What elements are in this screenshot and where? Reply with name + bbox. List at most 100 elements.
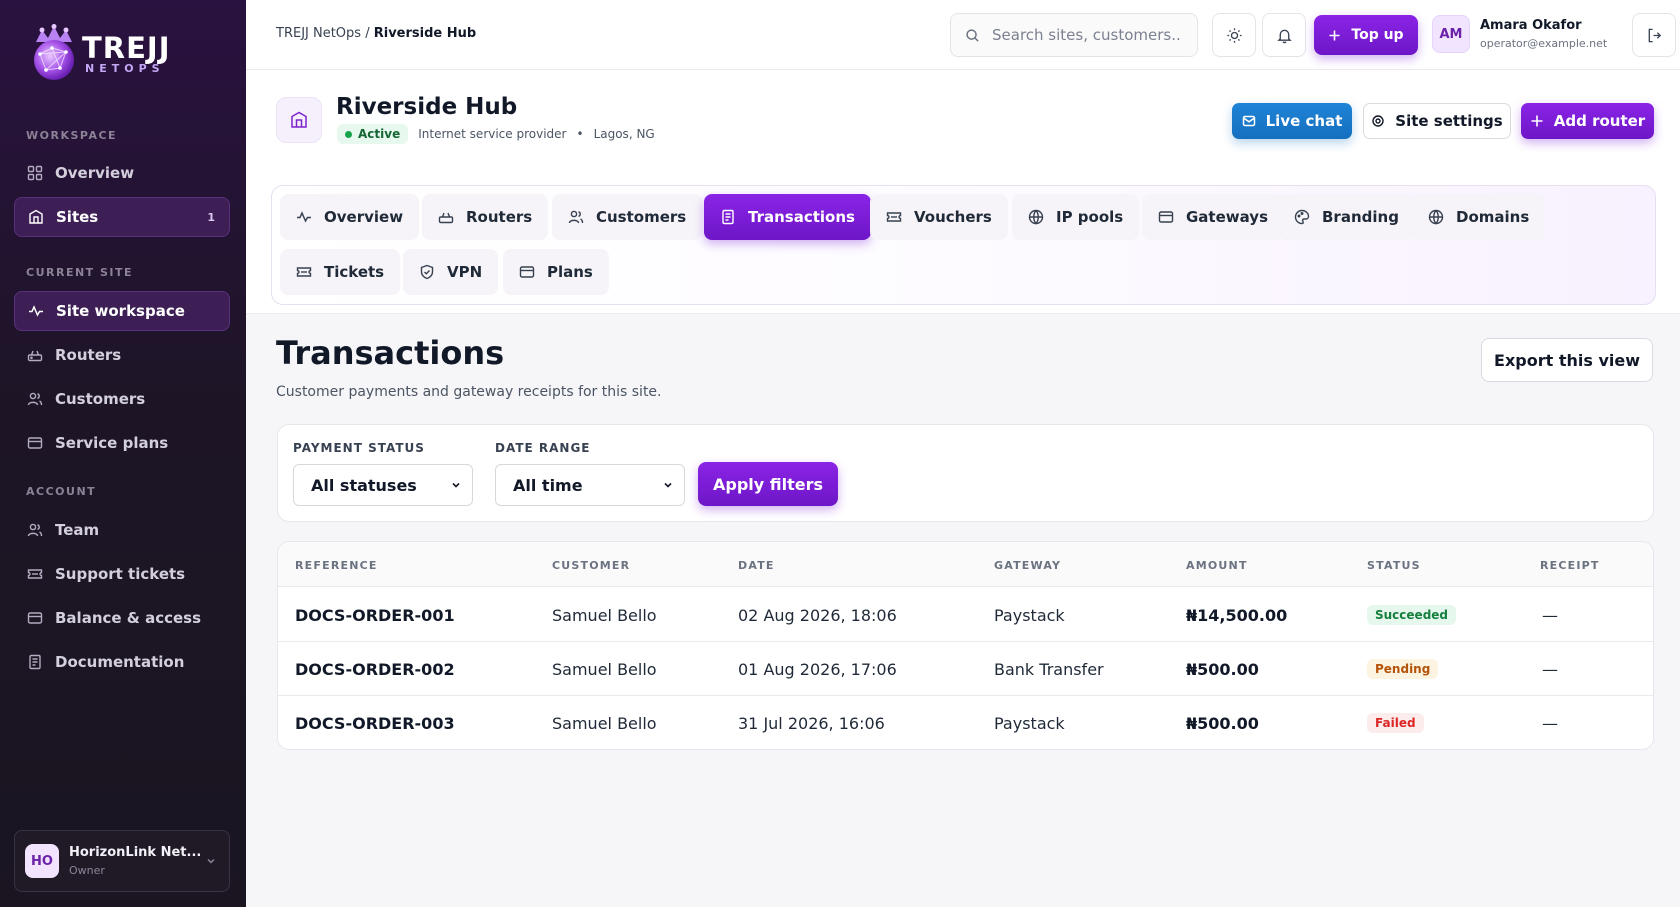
tab-overview[interactable]: Overview: [280, 194, 420, 240]
tab-label: Overview: [324, 208, 404, 226]
cell-gateway: Paystack: [994, 714, 1065, 733]
sidebar-item-customers[interactable]: Customers: [14, 379, 230, 419]
card-icon: [27, 612, 43, 624]
column-header-receipt: RECEIPT: [1540, 559, 1600, 572]
search-box[interactable]: [950, 13, 1198, 57]
breadcrumb-root[interactable]: TREJJ NetOps: [276, 26, 362, 41]
tab-label: Customers: [596, 208, 687, 226]
brand-logo[interactable]: TREJJ NETOPS: [30, 24, 171, 84]
sidebar-item-label: Service plans: [55, 434, 169, 452]
sidebar: TREJJ NETOPS WORKSPACE Overview Sites 1 …: [0, 0, 246, 907]
section-label-account: ACCOUNT: [26, 485, 97, 498]
sidebar-item-site-workspace[interactable]: Site workspace: [14, 291, 230, 331]
search-icon: [966, 28, 979, 42]
apply-filters-button[interactable]: Apply filters: [698, 462, 838, 506]
cell-date: 31 Jul 2026, 16:06: [738, 714, 885, 733]
transactions-table: REFERENCE CUSTOMER DATE GATEWAY AMOUNT S…: [277, 541, 1654, 750]
column-header-customer: CUSTOMER: [552, 559, 631, 572]
chevron-down-icon: [207, 858, 215, 864]
tab-label: Vouchers: [914, 208, 992, 226]
payment-status-select[interactable]: All statuses: [293, 464, 473, 506]
sidebar-item-balance-access[interactable]: Balance & access: [14, 598, 230, 638]
site-settings-button[interactable]: Site settings: [1363, 103, 1511, 139]
tab-domains[interactable]: Domains: [1412, 194, 1546, 240]
theme-toggle-button[interactable]: [1212, 13, 1256, 57]
cell-reference: DOCS-ORDER-002: [295, 660, 455, 679]
live-chat-label: Live chat: [1265, 112, 1343, 130]
tab-gateways[interactable]: Gateways: [1142, 194, 1285, 240]
receipt-icon: [722, 209, 734, 225]
sidebar-item-team[interactable]: Team: [14, 510, 230, 550]
column-header-gateway: GATEWAY: [994, 559, 1062, 572]
site-icon-tile: [276, 97, 322, 143]
add-router-button[interactable]: Add router: [1521, 103, 1654, 139]
site-settings-label: Site settings: [1395, 112, 1503, 130]
tab-label: Transactions: [748, 208, 855, 226]
search-input[interactable]: [992, 26, 1182, 44]
plus-icon: [1531, 115, 1543, 127]
org-name: HorizonLink Net...: [69, 845, 202, 860]
breadcrumb-separator: /: [361, 26, 374, 41]
sidebar-item-label: Documentation: [55, 653, 185, 671]
tab-plans[interactable]: Plans: [503, 249, 609, 295]
notifications-button[interactable]: [1262, 13, 1306, 57]
cell-receipt: —: [1542, 714, 1558, 733]
palette-icon: [1294, 209, 1310, 225]
top-up-button[interactable]: Top up: [1314, 15, 1418, 55]
cell-amount: ₦14,500.00: [1186, 606, 1288, 625]
sidebar-item-overview[interactable]: Overview: [14, 153, 230, 193]
tab-vouchers[interactable]: Vouchers: [870, 194, 1008, 240]
breadcrumb-current: Riverside Hub: [373, 26, 477, 41]
cell-customer: Samuel Bello: [552, 714, 657, 733]
tab-branding[interactable]: Branding: [1278, 194, 1415, 240]
ticket-icon: [886, 212, 902, 222]
top-bar: TREJJ NetOps / Riverside Hub Top up AM A…: [246, 0, 1680, 70]
tab-ip-pools[interactable]: IP pools: [1012, 194, 1140, 240]
gear-icon: [1372, 115, 1384, 127]
tab-tickets[interactable]: Tickets: [280, 249, 401, 295]
tab-transactions[interactable]: Transactions: [704, 194, 871, 240]
chevron-down-icon: [664, 482, 672, 488]
export-view-button[interactable]: Export this view: [1481, 338, 1653, 382]
sidebar-item-label: Customers: [55, 390, 146, 408]
site-meta: Active Internet service provider • Lagos…: [337, 124, 655, 144]
plus-icon: [1329, 30, 1340, 40]
cell-reference: DOCS-ORDER-001: [295, 606, 455, 625]
table-row[interactable]: DOCS-ORDER-003 Samuel Bello 31 Jul 2026,…: [278, 696, 1653, 749]
status-badge: Pending: [1367, 659, 1439, 679]
site-tabs: Overview Routers Customers Transactions …: [271, 185, 1656, 305]
section-label-workspace: WORKSPACE: [26, 129, 118, 142]
meta-separator: •: [576, 127, 584, 141]
live-chat-button[interactable]: Live chat: [1232, 103, 1352, 139]
tab-routers[interactable]: Routers: [422, 194, 549, 240]
org-avatar: HO: [25, 844, 59, 878]
organization-switcher[interactable]: HO HorizonLink Net... Owner: [14, 830, 230, 892]
globe-icon: [1428, 209, 1444, 225]
date-range-label: DATE RANGE: [495, 441, 591, 455]
tab-vpn[interactable]: VPN: [403, 249, 499, 295]
tab-label: Routers: [466, 208, 533, 226]
add-router-label: Add router: [1553, 112, 1646, 130]
table-row[interactable]: DOCS-ORDER-002 Samuel Bello 01 Aug 2026,…: [278, 642, 1653, 696]
logout-button[interactable]: [1632, 13, 1676, 57]
page-subtitle: Customer payments and gateway receipts f…: [276, 384, 662, 400]
table-row[interactable]: DOCS-ORDER-001 Samuel Bello 02 Aug 2026,…: [278, 588, 1653, 642]
status-badge: Active: [337, 124, 409, 144]
sidebar-item-service-plans[interactable]: Service plans: [14, 423, 230, 463]
user-menu[interactable]: AM Amara Okafor operator@example.net: [1432, 15, 1607, 53]
page-title: Transactions: [276, 334, 505, 372]
filters-panel: PAYMENT STATUS All statuses DATE RANGE A…: [277, 424, 1654, 522]
payment-status-label: PAYMENT STATUS: [293, 441, 425, 455]
tab-customers[interactable]: Customers: [552, 194, 703, 240]
sidebar-item-documentation[interactable]: Documentation: [14, 642, 230, 682]
sidebar-item-sites[interactable]: Sites 1: [14, 197, 230, 237]
column-header-status: STATUS: [1367, 559, 1421, 572]
tab-label: Tickets: [324, 263, 385, 281]
sidebar-item-support-tickets[interactable]: Support tickets: [14, 554, 230, 594]
user-name: Amara Okafor: [1480, 18, 1582, 33]
top-up-label: Top up: [1351, 27, 1404, 43]
sidebar-item-routers[interactable]: Routers: [14, 335, 230, 375]
sidebar-item-label: Overview: [55, 164, 135, 182]
cell-gateway: Bank Transfer: [994, 660, 1104, 679]
date-range-select[interactable]: All time: [495, 464, 685, 506]
